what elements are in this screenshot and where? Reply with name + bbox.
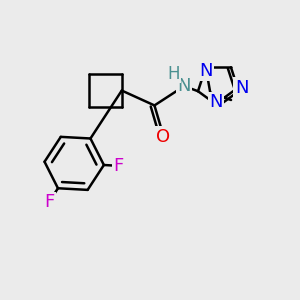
Text: O: O — [156, 128, 170, 146]
Text: N: N — [177, 77, 191, 95]
Text: H: H — [167, 64, 180, 82]
Text: F: F — [44, 193, 54, 211]
Text: N: N — [209, 93, 223, 111]
Text: N: N — [235, 79, 248, 97]
Text: F: F — [114, 157, 124, 175]
Text: N: N — [199, 62, 212, 80]
